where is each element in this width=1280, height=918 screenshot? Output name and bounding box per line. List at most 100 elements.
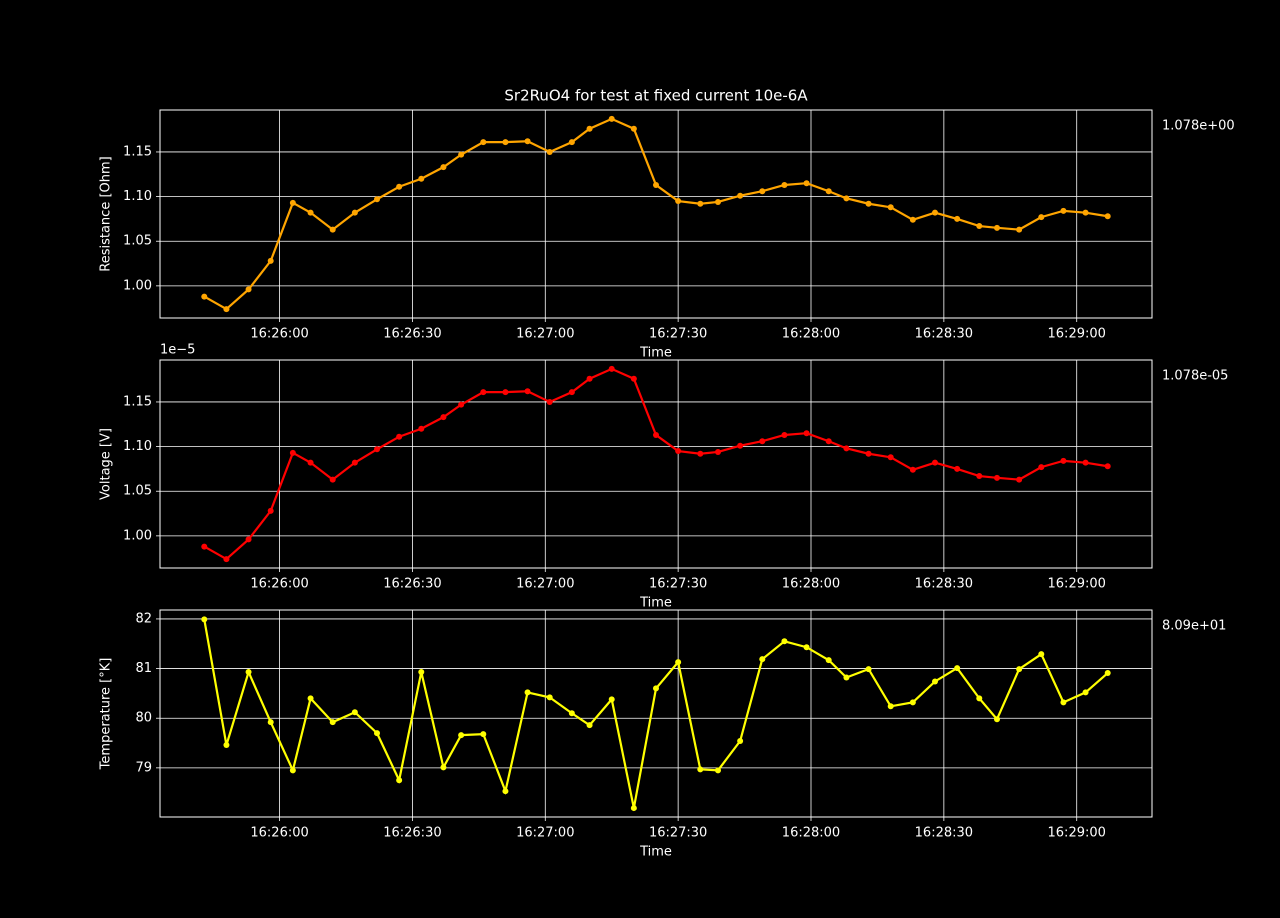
data-point <box>1060 699 1067 706</box>
y-tick-label: 79 <box>135 760 152 775</box>
data-point <box>418 425 425 432</box>
x-tick-label: 16:28:30 <box>915 327 973 342</box>
x-tick-label: 16:29:00 <box>1048 327 1106 342</box>
data-point <box>1060 457 1067 464</box>
data-point <box>715 198 721 205</box>
data-point <box>630 805 637 812</box>
data-point <box>825 438 832 445</box>
data-point <box>887 703 894 710</box>
data-point <box>825 657 832 664</box>
data-point <box>865 200 872 207</box>
data-point <box>289 767 296 774</box>
data-point <box>568 389 575 396</box>
data-point <box>1016 476 1023 483</box>
data-point <box>1038 651 1045 658</box>
data-point <box>546 148 553 155</box>
data-point <box>675 659 682 666</box>
data-point <box>458 151 465 158</box>
data-point <box>653 685 659 692</box>
data-point <box>1104 463 1111 470</box>
data-point <box>608 696 615 703</box>
x-tick-label: 16:28:30 <box>915 826 973 841</box>
data-point <box>976 473 983 480</box>
data-point <box>351 709 358 716</box>
data-point <box>440 414 447 421</box>
x-tick-label: 16:27:30 <box>649 826 707 841</box>
data-point <box>715 448 721 455</box>
data-point <box>675 198 682 205</box>
data-point <box>994 224 1000 231</box>
data-point <box>502 139 509 146</box>
x-tick-label: 16:27:30 <box>649 327 707 342</box>
data-point <box>524 138 531 145</box>
data-point <box>351 459 358 466</box>
data-point <box>329 719 336 726</box>
data-point <box>568 139 575 146</box>
data-point <box>223 742 230 749</box>
data-point <box>994 474 1000 481</box>
data-point <box>865 666 872 673</box>
data-point <box>803 430 810 437</box>
data-point <box>675 448 682 455</box>
data-point <box>976 223 983 230</box>
data-point <box>843 674 850 681</box>
data-point <box>932 209 938 216</box>
annotation: 1.078e-05 <box>1162 369 1228 384</box>
data-point <box>909 699 916 706</box>
data-point <box>737 738 744 745</box>
data-point <box>909 216 916 223</box>
data-point <box>697 450 704 457</box>
data-point <box>329 476 336 483</box>
data-point <box>1082 209 1089 216</box>
data-point <box>289 449 296 456</box>
data-point <box>201 293 208 300</box>
data-point <box>932 459 938 466</box>
y-tick-label: 1.10 <box>123 189 152 204</box>
data-point <box>289 199 296 206</box>
data-point <box>307 209 314 216</box>
data-point <box>954 665 961 672</box>
data-point <box>976 695 983 702</box>
x-tick-label: 16:26:30 <box>383 327 441 342</box>
data-point <box>546 694 553 701</box>
data-point <box>1016 666 1023 673</box>
data-point <box>440 764 447 771</box>
y-tick-label: 80 <box>135 711 152 726</box>
data-point <box>1104 213 1111 220</box>
x-tick-label: 16:28:00 <box>782 327 840 342</box>
data-point <box>653 181 659 188</box>
x-tick-label: 16:29:00 <box>1048 577 1106 592</box>
x-tick-label: 16:28:30 <box>915 577 973 592</box>
y-tick-label: 1.05 <box>123 234 152 249</box>
data-point <box>887 204 894 211</box>
data-point <box>396 183 403 190</box>
data-point <box>480 139 487 146</box>
data-point <box>954 465 961 472</box>
data-point <box>223 556 230 563</box>
data-point <box>418 669 425 676</box>
data-point <box>697 766 704 773</box>
data-point <box>781 181 788 188</box>
data-point <box>803 180 810 187</box>
y-offset-label: 1e−5 <box>160 343 195 358</box>
y-tick-label: 1.00 <box>123 528 152 543</box>
y-axis-label: Resistance [Ohm] <box>99 156 114 271</box>
data-point <box>1082 459 1089 466</box>
data-point <box>396 433 403 440</box>
axes-frame <box>159 359 1153 569</box>
data-point <box>825 188 832 195</box>
data-point <box>954 215 961 222</box>
data-point <box>245 669 252 676</box>
x-axis-label: Time <box>639 346 672 361</box>
data-point <box>608 365 615 372</box>
data-point <box>865 450 872 457</box>
data-point <box>458 732 465 739</box>
data-point <box>887 454 894 461</box>
x-tick-label: 16:28:00 <box>782 826 840 841</box>
data-point <box>803 644 810 651</box>
data-point <box>715 767 721 774</box>
data-point <box>524 689 531 696</box>
data-point <box>1060 207 1067 214</box>
